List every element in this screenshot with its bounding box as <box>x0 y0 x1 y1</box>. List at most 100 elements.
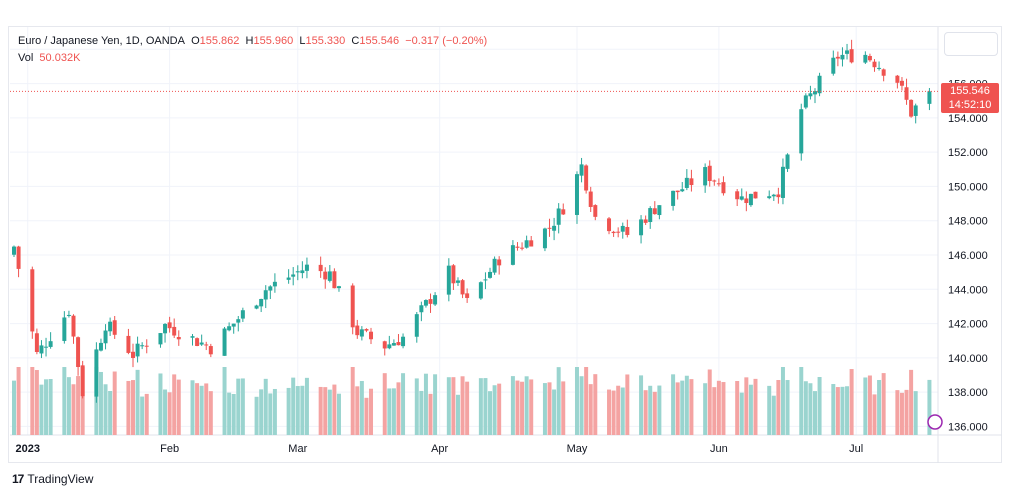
candle-body <box>71 315 76 337</box>
candle-body <box>607 218 612 232</box>
volume-bar <box>721 382 726 435</box>
volume-bar <box>515 380 520 435</box>
volume-bar <box>849 369 854 435</box>
volume-bar <box>300 385 305 435</box>
x-tick-label: Feb <box>160 443 179 455</box>
volume-bar <box>927 379 932 435</box>
events-marker-icon[interactable] <box>927 414 943 430</box>
volume-bar <box>112 371 117 435</box>
candle-body <box>391 343 396 346</box>
volume-bar <box>510 376 515 435</box>
last-price-label: 155.546 14:52:10 <box>941 83 999 114</box>
volume-bar <box>497 383 502 435</box>
high-value: 155.960 <box>253 35 294 47</box>
candle-body <box>291 274 296 277</box>
candle-body <box>414 314 419 337</box>
volume-bar <box>840 386 845 435</box>
volume-bar <box>295 386 300 435</box>
candle-body <box>831 57 836 74</box>
volume-bar <box>327 389 332 435</box>
volume-bar <box>103 384 108 435</box>
candle-body <box>671 190 676 206</box>
candle-body <box>12 246 16 255</box>
candle-body <box>735 191 740 200</box>
volume-bar <box>579 376 584 435</box>
candle-body <box>172 326 177 336</box>
candle-body <box>254 305 259 309</box>
candle-body <box>304 264 309 271</box>
close-label: C <box>351 35 360 47</box>
candle-body <box>849 49 854 63</box>
candle-body <box>625 227 630 235</box>
volume-bar <box>684 375 689 435</box>
volume-bar <box>524 376 529 435</box>
volume-bar <box>748 384 753 435</box>
candle-body <box>364 329 369 331</box>
chart-frame[interactable] <box>8 26 1002 463</box>
candle-body <box>803 95 808 108</box>
volume-bar <box>455 394 460 435</box>
candle-body <box>492 258 497 273</box>
x-tick-label: 2023 <box>15 443 39 455</box>
candle-body <box>675 190 680 193</box>
volume-bar <box>808 383 813 435</box>
last-price-value: 155.546 <box>950 85 990 98</box>
volume-bar <box>359 380 364 435</box>
volume-bar <box>872 394 877 435</box>
candle-body <box>867 55 872 61</box>
volume-bar <box>208 391 213 435</box>
candle-body <box>327 271 332 281</box>
tradingview-mark-icon: 17 <box>12 472 24 486</box>
volume-bar <box>167 392 172 435</box>
candle-body <box>707 165 712 182</box>
volume-bar <box>863 377 868 435</box>
tradingview-logo[interactable]: 17 TradingView <box>12 472 93 486</box>
volume-bar <box>465 381 470 435</box>
candle-body <box>387 344 392 349</box>
candle-body <box>753 191 758 199</box>
candle-body <box>98 342 103 351</box>
volume-bar <box>877 379 882 435</box>
volume-bar <box>419 390 424 435</box>
candle-body <box>126 335 131 353</box>
volume-bar <box>108 391 113 435</box>
volume-bar <box>652 391 657 435</box>
volume-bar <box>272 388 277 435</box>
candle-body <box>135 343 140 357</box>
volume-bar <box>369 388 374 435</box>
candle-body <box>643 219 648 223</box>
volume-bar <box>716 380 721 435</box>
volume-bar <box>593 374 598 435</box>
candle-body <box>510 245 515 265</box>
candle-body <box>808 93 813 97</box>
volume-bar <box>163 389 168 435</box>
candle-body <box>478 282 483 299</box>
candle-body <box>39 345 44 354</box>
candle-body <box>163 323 168 334</box>
volume-bar <box>881 373 886 435</box>
volume-bar <box>478 378 483 435</box>
candle-body <box>268 286 273 291</box>
candle-body <box>332 271 337 289</box>
price-scale-settings-box[interactable] <box>944 32 998 56</box>
candle-body <box>488 271 493 278</box>
volume-bar <box>529 379 534 435</box>
candle-body <box>108 321 113 332</box>
volume-bar <box>199 385 204 435</box>
candle-body <box>433 295 438 305</box>
volume-bar <box>286 387 291 435</box>
y-tick-label: 146.000 <box>948 250 988 262</box>
volume-bar <box>323 387 328 435</box>
candle-body <box>716 183 721 185</box>
volume-bar <box>423 373 428 435</box>
volume-bar <box>126 380 131 435</box>
volume-bar <box>39 384 44 435</box>
volume-bar <box>231 393 236 435</box>
candle-body <box>877 67 882 69</box>
candle-body <box>359 329 364 337</box>
volume-bar <box>135 369 140 435</box>
candle-body <box>689 178 694 186</box>
volume-bar <box>451 377 456 435</box>
volume-bar <box>190 380 195 435</box>
